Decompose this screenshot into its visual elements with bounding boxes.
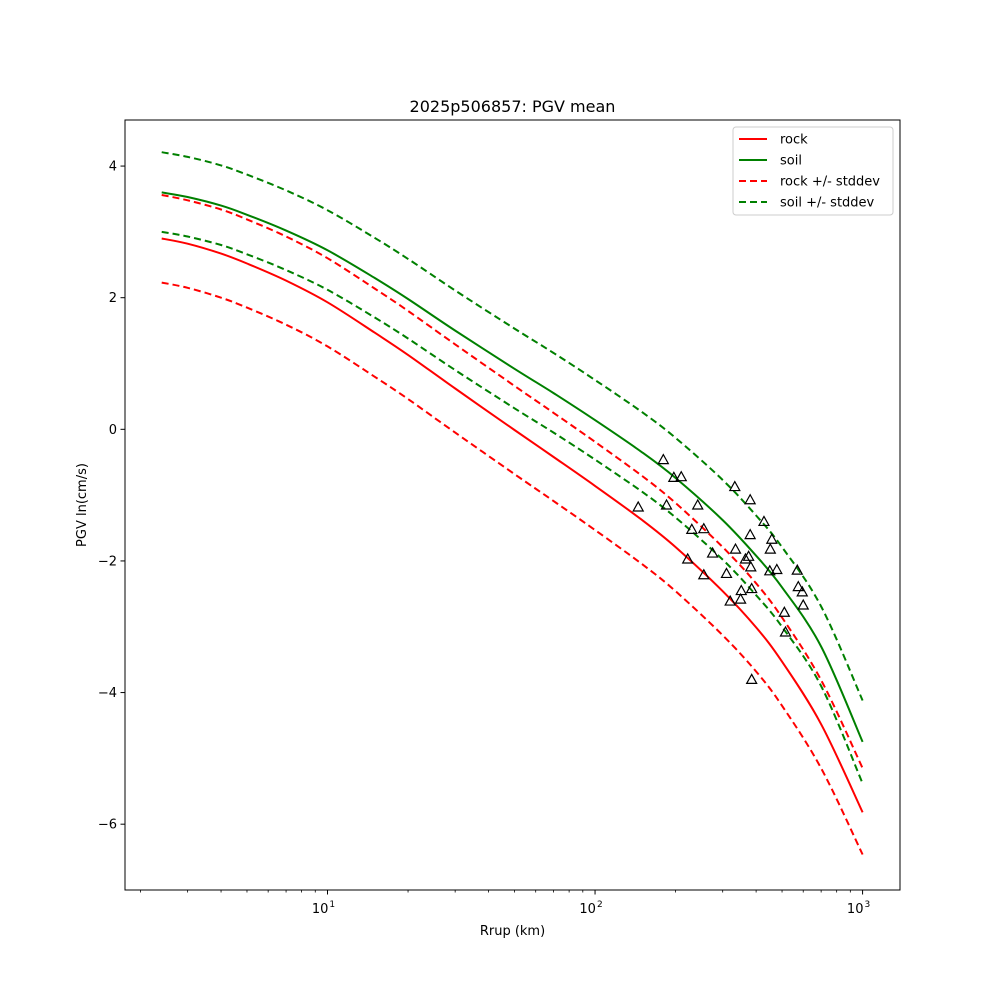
observation-point [744,528,757,540]
observation-point [763,564,776,576]
series-line-0 [161,237,864,813]
legend-label: soil +/- stddev [780,196,875,211]
plot-frame [124,119,901,891]
y-tick-label: −6 [98,818,117,833]
observation-point [632,500,645,512]
observation-point [778,606,791,617]
observation-point [675,470,688,482]
plot-area [125,120,900,890]
observation-point [764,542,777,554]
observation-point [667,471,680,482]
series-line-4 [161,151,864,701]
observation-point [657,453,670,465]
y-tick-label: 4 [109,160,117,175]
observation-point [792,580,805,592]
observation-point [797,598,810,610]
observation-point [697,568,710,580]
observation-point [796,585,809,597]
observation-point [729,542,742,554]
observation-point [745,582,758,594]
y-axis-label: PGV ln(cm/s) [75,463,90,547]
observation-point [720,567,733,579]
x-tick-label: 101 [312,900,335,917]
observation-point [744,493,757,505]
observation-point [765,532,778,544]
chart-title: 2025p506857: PGV mean [410,97,616,116]
legend-label: rock [780,133,808,148]
x-axis-label: Rrup (km) [480,924,545,939]
legend-box [732,126,894,216]
observation-point [739,552,752,564]
x-tick-label: 103 [847,900,870,917]
observation-point [660,498,673,510]
observation-point [691,498,704,510]
observation-point [745,673,758,685]
observation-point [685,523,698,534]
observation-point [697,522,710,534]
legend: rock soil rock +/- stddev soil +/- stddev [732,126,894,216]
y-tick-label: −4 [98,686,117,701]
y-axis: 4 2 0 −2 −4 −6 [98,160,125,833]
x-axis: 101 102 103 [140,890,870,917]
legend-label: soil [780,154,802,169]
observations-layer [632,453,810,685]
y-tick-label: −2 [98,554,117,569]
observation-point [728,480,741,492]
series-line-5 [161,230,864,784]
observation-point [706,546,719,558]
observation-point [735,584,748,596]
observation-point [770,563,783,575]
x-tick-label: 102 [579,900,602,917]
observation-point [724,594,737,606]
observation-point [757,515,770,527]
observation-point [779,625,792,637]
observation-point [744,560,757,572]
series-layer [161,151,864,855]
series-line-2 [161,194,864,769]
observation-point [791,563,804,575]
series-line-3 [161,281,864,855]
y-tick-label: 2 [109,291,117,306]
y-tick-label: 0 [109,423,117,438]
observation-point [742,550,755,561]
legend-label: rock +/- stddev [780,175,880,190]
observation-point [734,592,747,604]
series-line-1 [161,191,864,743]
observation-point [681,552,694,564]
